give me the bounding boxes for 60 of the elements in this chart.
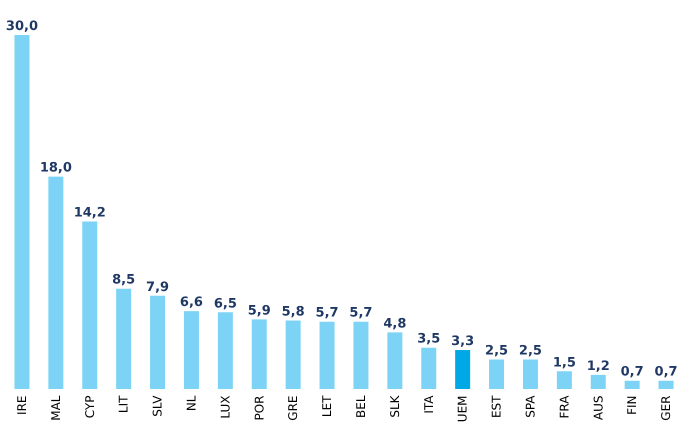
x-tick-label: FRA: [557, 394, 572, 418]
x-tick-label: GRE: [286, 396, 300, 421]
data-label: 18,0: [40, 160, 72, 176]
x-tick-label: UEM: [456, 396, 470, 422]
bar: [658, 380, 674, 389]
bar: [320, 322, 335, 389]
x-tick-label: GER: [659, 396, 674, 421]
x-tick-label: EST: [490, 394, 504, 418]
bar: [556, 371, 572, 389]
data-label: 30,0: [6, 19, 38, 34]
x-tick-label: SLK: [388, 394, 402, 418]
x-tick-label: AUS: [591, 396, 606, 420]
x-tick-label: FIN: [625, 396, 640, 415]
bar: [116, 288, 132, 389]
bar: [218, 312, 233, 389]
x-tick-label: POR: [252, 396, 266, 421]
data-label: 3,5: [417, 332, 440, 347]
bar: [252, 319, 267, 389]
data-label: 1,5: [552, 355, 576, 370]
data-label: 4,8: [383, 316, 406, 332]
x-tick-label: LUX: [218, 396, 232, 419]
data-label: 8,5: [112, 272, 136, 288]
data-label: 5,8: [282, 304, 305, 320]
data-label: 2,5: [485, 344, 508, 358]
x-tick-label: MAL: [48, 395, 63, 421]
bar: [421, 348, 436, 389]
bar: [522, 360, 538, 389]
bar: [455, 350, 470, 389]
data-label: 0,7: [654, 364, 678, 380]
data-label: 2,5: [518, 344, 542, 358]
bar: [14, 35, 30, 389]
x-tick-label: NL: [184, 395, 198, 412]
bar: [286, 320, 301, 389]
bar: [48, 176, 64, 389]
x-tick-label: IRE: [14, 396, 29, 415]
data-label: 5,9: [248, 303, 271, 318]
data-label: 1,2: [586, 358, 610, 374]
x-tick-label: SLV: [150, 394, 165, 417]
x-tick-label: SPA: [523, 394, 538, 418]
data-label: 5,7: [349, 306, 372, 321]
bar: [353, 322, 368, 389]
data-label: 3,3: [451, 334, 474, 350]
data-label: 5,7: [316, 306, 339, 321]
bar: [150, 296, 166, 389]
x-tick-label: LET: [320, 394, 334, 418]
bar: [590, 374, 606, 389]
bar: [82, 221, 98, 389]
bar: [489, 360, 504, 389]
x-tick-label: BEL: [354, 395, 368, 418]
x-tick-label: LIT: [116, 394, 131, 414]
x-tick-label: ITA: [422, 394, 436, 414]
bar: [184, 311, 199, 389]
data-label: 0,7: [620, 364, 644, 380]
data-label: 7,9: [146, 280, 170, 295]
data-label: 6,6: [180, 295, 203, 310]
bar: [387, 332, 402, 389]
bar: [624, 380, 640, 389]
x-tick-label: CYP: [82, 396, 97, 418]
data-label: 14,2: [74, 205, 106, 220]
data-label: 6,5: [214, 296, 237, 312]
